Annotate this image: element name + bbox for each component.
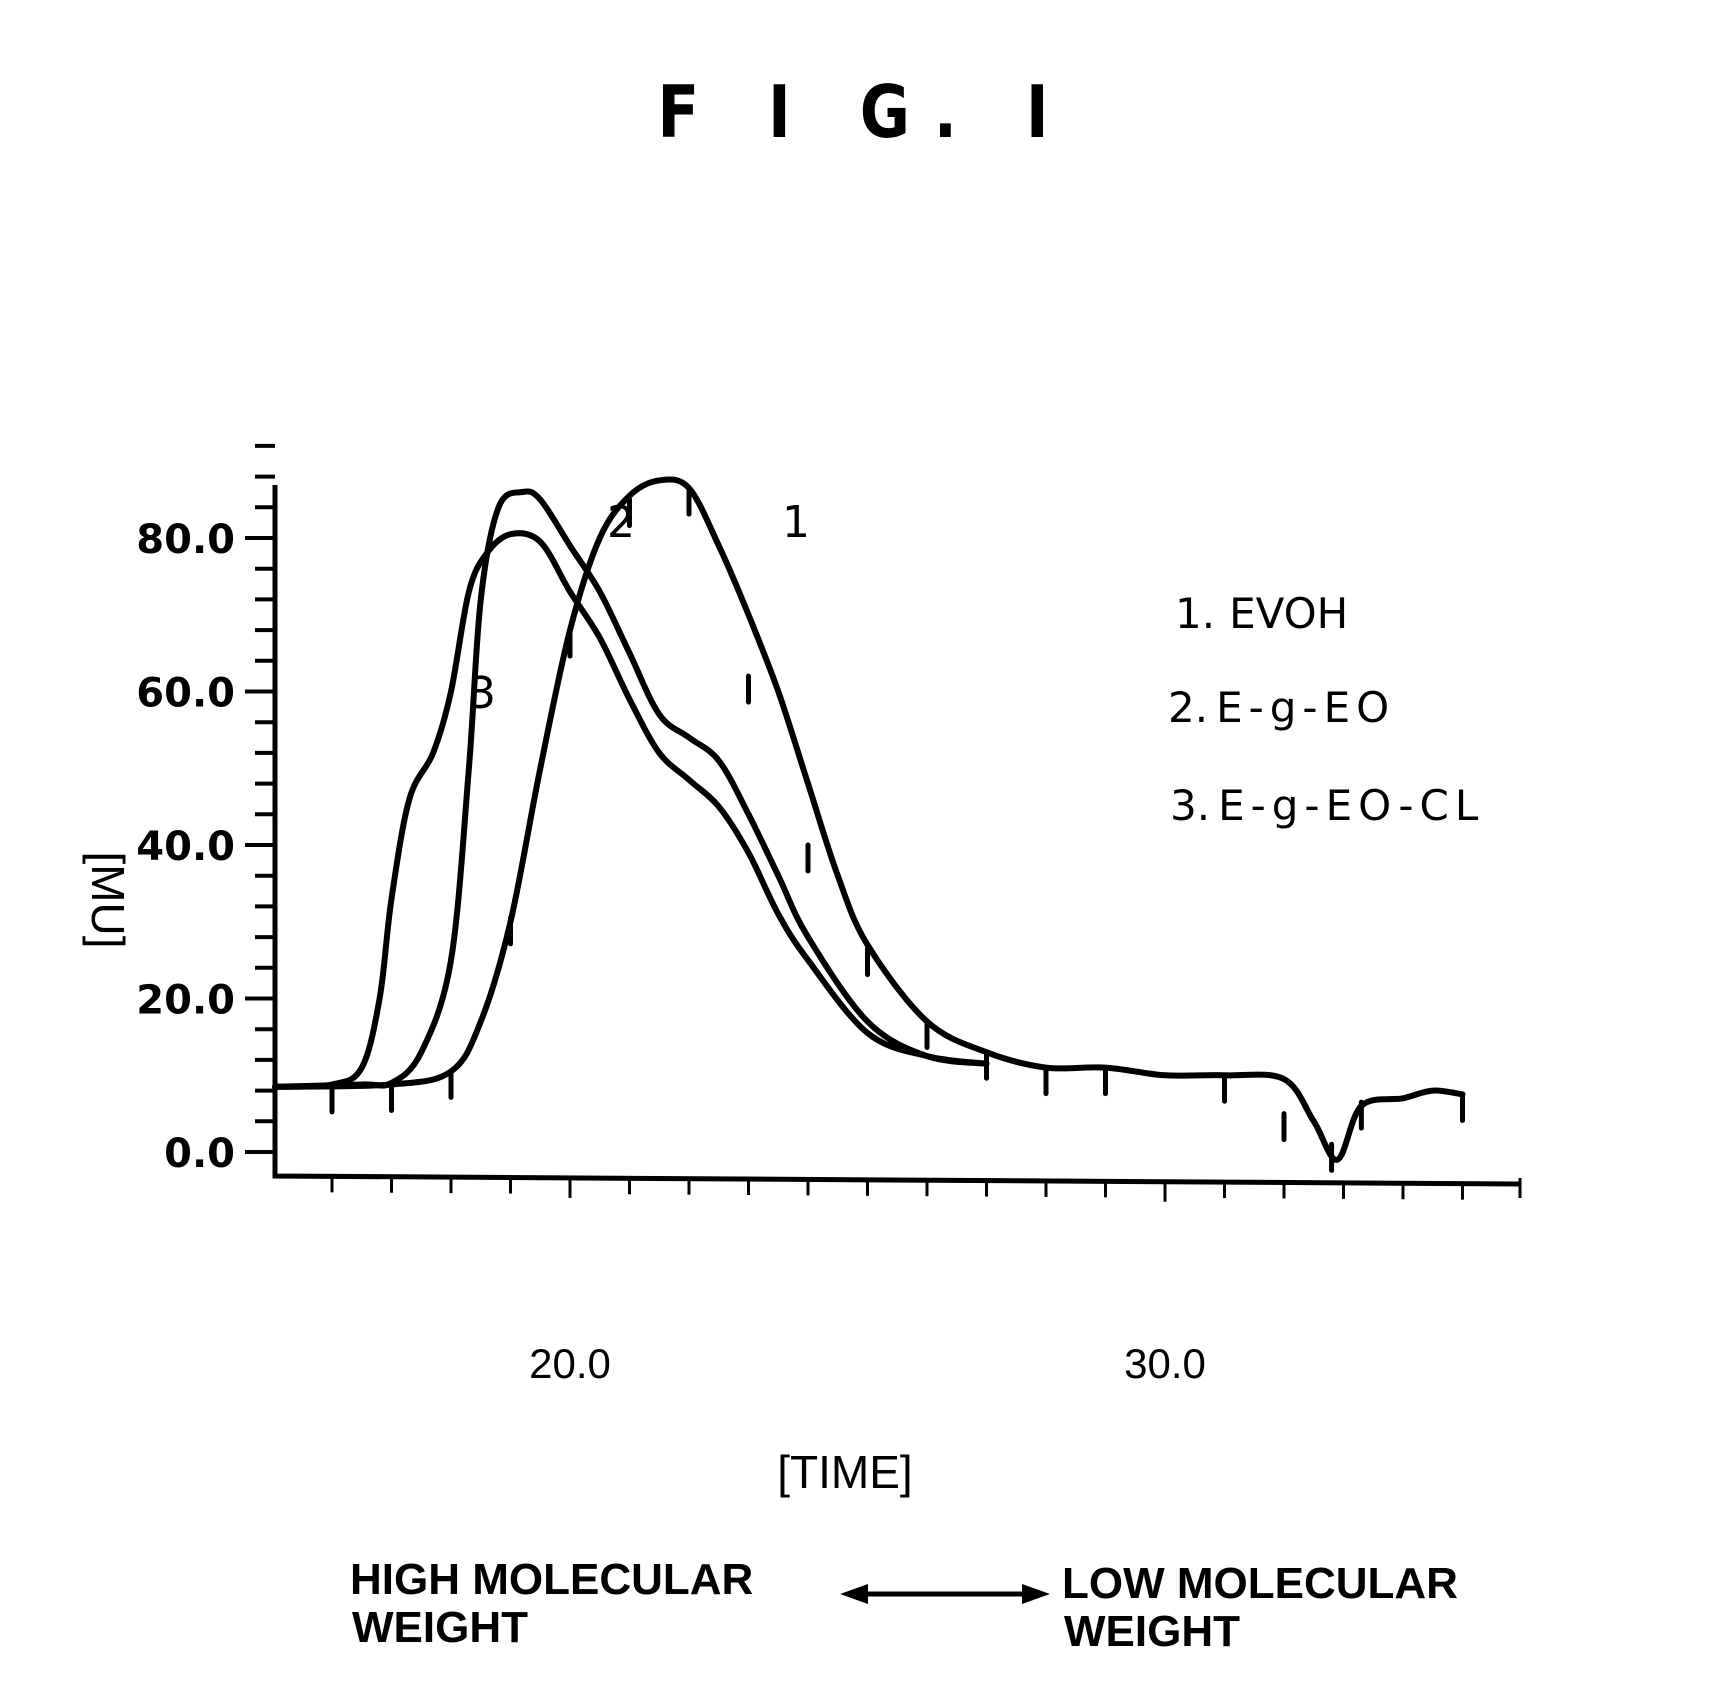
x-tick-label: 20.0 (529, 1340, 611, 1387)
y-axis-label: [MU] (82, 851, 134, 948)
x-tick-label: 30.0 (1124, 1340, 1206, 1387)
low-mw-label-line2: WEIGHT (1064, 1607, 1240, 1656)
high-mw-label-line2: WEIGHT (352, 1603, 528, 1652)
curve-series-3 (275, 533, 987, 1087)
legend-item-2: 2.E-g-EO (1168, 683, 1395, 732)
chromatogram-chart: 0.0 20.0 40.0 60.0 80.0 20.0 30.0 [MU] [TIME]… (0, 0, 1728, 1708)
x-axis-label: [TIME] (777, 1446, 912, 1498)
double-arrow-icon (840, 1584, 1050, 1604)
y-axis-ticks (245, 446, 275, 1152)
y-tick-label: 0.0 (164, 1131, 235, 1177)
molecular-weight-annotation: HIGH MOLECULAR WEIGHT LOW MOLECULAR WEIG… (350, 1555, 1458, 1656)
y-tick-label: 60.0 (136, 671, 235, 717)
y-tick-label: 80.0 (136, 517, 235, 563)
high-mw-label-line1: HIGH MOLECULAR (350, 1555, 753, 1604)
y-tick-label: 20.0 (136, 978, 235, 1024)
legend-item-3: 3.E-g-EO-CL (1170, 781, 1484, 830)
x-tick-labels: 20.0 30.0 (529, 1340, 1206, 1387)
y-tick-labels: 0.0 20.0 40.0 60.0 80.0 (136, 517, 235, 1177)
low-mw-label-line1: LOW MOLECULAR (1062, 1559, 1458, 1608)
curve-label-1: 1 (782, 497, 810, 548)
legend: 1.EVOH 2.E-g-EO 3.E-g-EO-CL (1168, 589, 1484, 830)
legend-item-1: 1.EVOH (1175, 589, 1348, 638)
curve-label-3: 3 (468, 668, 496, 719)
curve-label-2: 2 (607, 497, 635, 548)
y-tick-label: 40.0 (136, 824, 235, 870)
